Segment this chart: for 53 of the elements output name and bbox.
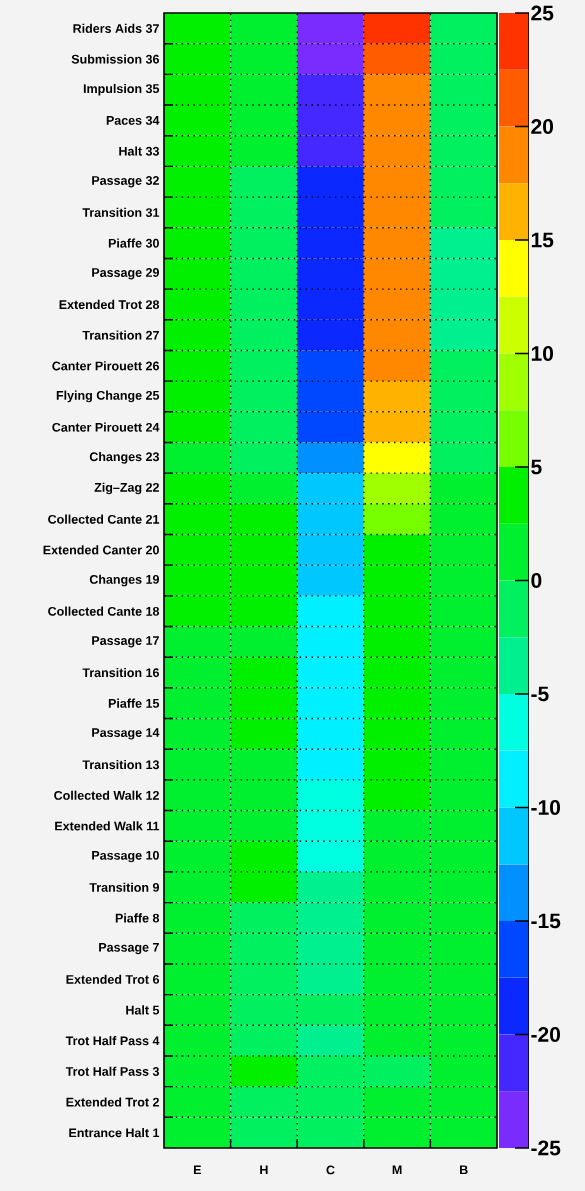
y-tick-label: Passage 29 [92, 268, 159, 280]
color-bar-label: -10 [531, 800, 561, 815]
y-tick-label: Transition 16 [82, 667, 159, 678]
x-tick-label: E [193, 1165, 201, 1175]
y-tick-label: Piaffe 8 [115, 913, 160, 923]
y-tick-label: Flying Change 25 [56, 390, 160, 403]
color-bar-label: 0 [531, 573, 542, 588]
color-bar-label: 20 [531, 119, 554, 134]
y-tick-label: Extended Walk 11 [55, 821, 160, 831]
color-bar-label: 25 [531, 5, 554, 21]
y-tick-label: Extended Trot 28 [59, 299, 160, 310]
y-tick-label: Collected Walk 12 [54, 790, 159, 800]
color-bar-label: -20 [531, 1027, 561, 1042]
y-tick-label: Halt 5 [126, 1005, 160, 1015]
y-tick-label: Canter Pirouett 26 [52, 361, 159, 371]
y-tick-label: Entrance Halt 1 [69, 1128, 160, 1138]
y-tick-label: Halt 33 [119, 146, 159, 156]
y-tick-label: Impulsion 35 [83, 83, 160, 96]
y-tick-label: Riders Aids 37 [73, 23, 159, 33]
y-tick-label: Extended Canter 20 [43, 545, 159, 555]
color-bar-label: -25 [531, 1140, 561, 1156]
y-tick-label: Transition 27 [82, 330, 159, 340]
color-bar-label: 15 [531, 232, 554, 248]
y-tick-label: Zig–Zag 22 [94, 482, 159, 495]
y-tick-label: Collected Cante 21 [48, 514, 160, 524]
color-bar-label: 10 [531, 346, 554, 361]
y-tick-label: Passage 7 [99, 942, 159, 955]
x-tick-label: M [392, 1165, 402, 1175]
color-bar-label: -15 [531, 913, 561, 929]
y-tick-label: Transition 9 [89, 882, 159, 892]
y-tick-label: Extended Trot 6 [66, 974, 159, 984]
y-tick-label: Passage 14 [92, 728, 160, 740]
y-tick-label: Transition 13 [82, 759, 159, 770]
color-bar-label: 5 [531, 459, 542, 475]
y-tick-label: Piaffe 15 [108, 698, 160, 708]
y-tick-label: Submission 36 [71, 54, 159, 64]
y-tick-label: Changes 23 [89, 451, 159, 464]
y-tick-label: Trot Half Pass 4 [65, 1036, 160, 1046]
y-tick-label: Passage 32 [92, 176, 159, 188]
y-tick-label: Extended Trot 2 [66, 1097, 159, 1107]
color-bar-label: -5 [531, 686, 549, 702]
y-tick-label: Passage 10 [92, 850, 159, 863]
y-tick-label: Trot Half Pass 3 [65, 1066, 159, 1076]
y-tick-label: Passage 17 [92, 636, 159, 648]
y-tick-label: Transition 31 [82, 207, 160, 218]
y-tick-label: Paces 34 [106, 115, 160, 125]
y-tick-label: Changes 19 [89, 574, 159, 587]
x-tick-label: B [460, 1165, 468, 1175]
y-tick-label: Piaffe 30 [108, 238, 159, 248]
y-tick-label: Canter Pirouett 24 [52, 422, 160, 432]
x-tick-label: C [326, 1165, 335, 1175]
y-tick-label: Collected Cante 18 [48, 606, 160, 616]
x-tick-label: H [260, 1165, 268, 1175]
